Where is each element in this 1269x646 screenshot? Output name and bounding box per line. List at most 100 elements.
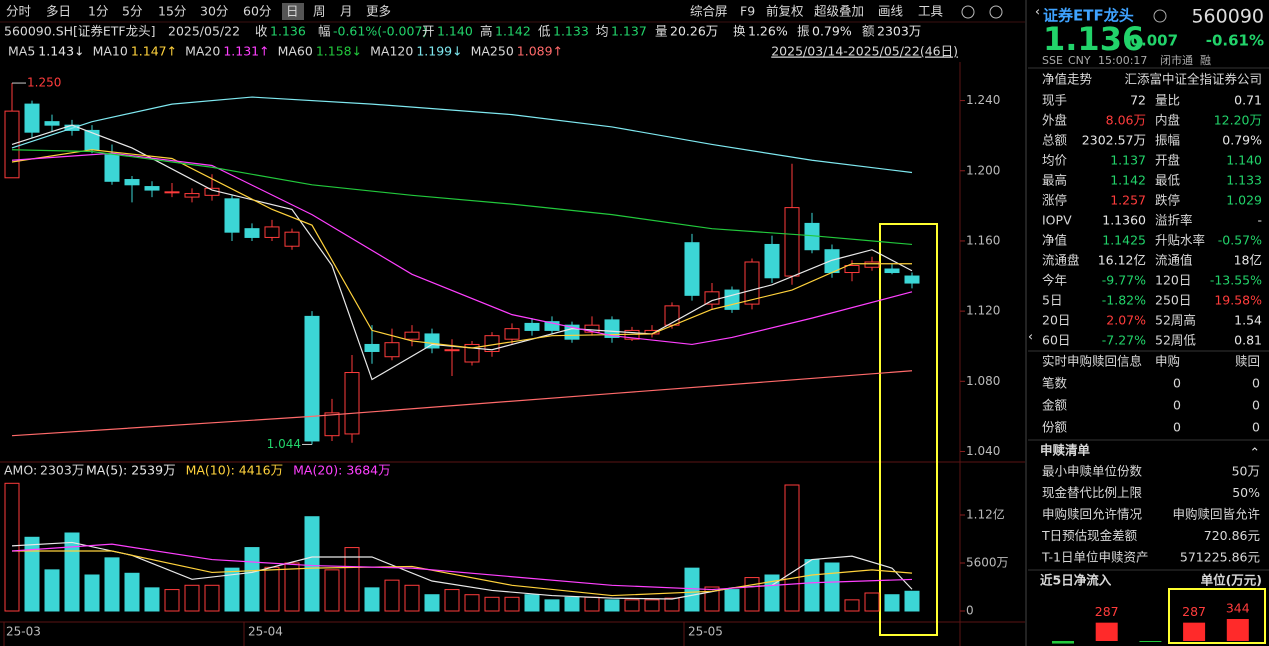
candle-body	[404, 331, 420, 340]
ma-legend-name: MA5	[8, 44, 35, 59]
y-tick-label: 5600万	[966, 556, 1009, 570]
row-value: 12.20万	[1214, 113, 1262, 128]
field-label: 额	[862, 24, 875, 39]
inflow-label: 287	[1182, 604, 1206, 619]
collapse-icon[interactable]: ⌃	[1250, 445, 1260, 460]
field-value: 1.136	[270, 24, 306, 39]
row-label: 涨停	[1042, 193, 1067, 208]
active-tab	[282, 3, 304, 20]
volume-bar	[404, 584, 420, 612]
field-value: 1.137	[611, 24, 647, 39]
section-title: 实时申购赎回信息	[1042, 354, 1142, 369]
tool-button[interactable]: F9	[740, 4, 755, 19]
collapse-icon[interactable]: ‹	[1035, 4, 1040, 19]
info-icon[interactable]	[1153, 9, 1167, 23]
quote-change: -0.007	[1124, 32, 1178, 50]
ma-legend-value: 1.143↓	[38, 44, 84, 59]
volume-bar	[664, 597, 680, 612]
candle-body	[24, 103, 40, 133]
status: 融	[1200, 54, 1211, 67]
volume-bar	[304, 516, 320, 612]
volume-legend-name: MA(20):	[293, 463, 342, 478]
volume-bar	[164, 589, 180, 612]
tool-button[interactable]: 综合屏	[690, 4, 728, 19]
row-value: 571225.86元	[1180, 550, 1260, 565]
candle-body	[244, 228, 260, 238]
row-label: 今年	[1042, 273, 1067, 288]
ma-line	[11, 149, 912, 349]
field-value: 1.140	[437, 24, 473, 39]
volume-bar	[444, 589, 460, 612]
candle-body	[224, 198, 240, 233]
x-tick-label: 25-03	[6, 625, 41, 639]
candle-body	[684, 242, 700, 296]
row-value: 0	[1252, 398, 1260, 413]
candle-body	[104, 154, 120, 182]
volume-bar	[284, 562, 300, 612]
ma-line	[11, 152, 913, 346]
row-label: 升贴水率	[1155, 233, 1205, 248]
period-tab[interactable]: 5分	[122, 4, 142, 19]
tool-icon[interactable]	[989, 5, 1003, 19]
col-header: 赎回	[1235, 354, 1260, 369]
volume-bar	[564, 596, 580, 612]
field-label: 换	[733, 24, 746, 39]
row-label: 振幅	[1155, 133, 1180, 148]
period-tab[interactable]: 日	[286, 4, 299, 19]
period-tab[interactable]: 15分	[158, 4, 186, 19]
ma-legend-value: 1.089↑	[517, 44, 563, 59]
volume-bar	[784, 484, 800, 612]
row-label: 250日	[1155, 293, 1191, 308]
inflow-label: 344	[1226, 601, 1250, 616]
candle-body	[364, 343, 380, 352]
tool-icon[interactable]	[961, 5, 975, 19]
field-label: 收	[255, 24, 268, 39]
row-value: 1.133	[1226, 173, 1262, 188]
candle-body	[264, 226, 280, 238]
volume-legend-value: 3684万	[346, 463, 390, 478]
y-tick-label: 1.200	[966, 163, 1000, 177]
period-tab[interactable]: 1分	[88, 4, 108, 19]
period-tab[interactable]: 30分	[200, 4, 228, 19]
chart-unit: 单位(万元)	[1201, 573, 1262, 588]
row-label: IOPV	[1042, 213, 1072, 228]
volume-bar	[724, 589, 740, 612]
annotation-label: 1.044	[267, 437, 301, 451]
ma-legend-name: MA250	[471, 44, 514, 59]
row-value: 0	[1173, 420, 1181, 435]
ma-legend-name: MA20	[185, 44, 220, 59]
tool-button[interactable]: 画线	[878, 4, 904, 19]
candle-body	[784, 207, 800, 277]
tool-button[interactable]: 前复权	[766, 4, 804, 19]
field-value: 20.26万	[670, 24, 718, 39]
row-label: 笔数	[1042, 376, 1068, 391]
row-value: 50万	[1232, 464, 1260, 479]
col-header: 申购	[1155, 354, 1180, 369]
section-title: 申赎清单	[1040, 443, 1091, 458]
row-label: 份额	[1042, 420, 1068, 435]
field-label: 开	[422, 24, 435, 39]
period-tab[interactable]: 周	[313, 4, 326, 19]
period-tab[interactable]: 多日	[46, 4, 71, 19]
ma-legend-value: 1.158↓	[316, 44, 362, 59]
candle-body	[904, 275, 920, 284]
nav-label[interactable]: 净值走势	[1042, 72, 1093, 87]
status: CNY	[1068, 54, 1091, 67]
period-tab[interactable]: 60分	[243, 4, 271, 19]
tool-button[interactable]: 超级叠加	[814, 4, 864, 19]
row-label: 量比	[1155, 93, 1180, 108]
row-value: 1.140	[1226, 153, 1262, 168]
inflow-bar	[1183, 622, 1206, 641]
row-value: -9.77%	[1102, 273, 1146, 288]
expand-icon[interactable]: ‹	[1028, 329, 1033, 344]
row-value: -7.27%	[1102, 333, 1146, 348]
period-tab[interactable]: 分时	[6, 4, 32, 19]
volume-legend-value: 2303万	[40, 463, 84, 478]
period-tab[interactable]: 月	[340, 4, 353, 19]
tool-button[interactable]: 工具	[918, 4, 944, 19]
volume-bar	[804, 559, 820, 612]
period-tab[interactable]: 更多	[366, 4, 391, 19]
row-value: 19.58%	[1214, 293, 1262, 308]
row-value: 1.029	[1226, 193, 1262, 208]
